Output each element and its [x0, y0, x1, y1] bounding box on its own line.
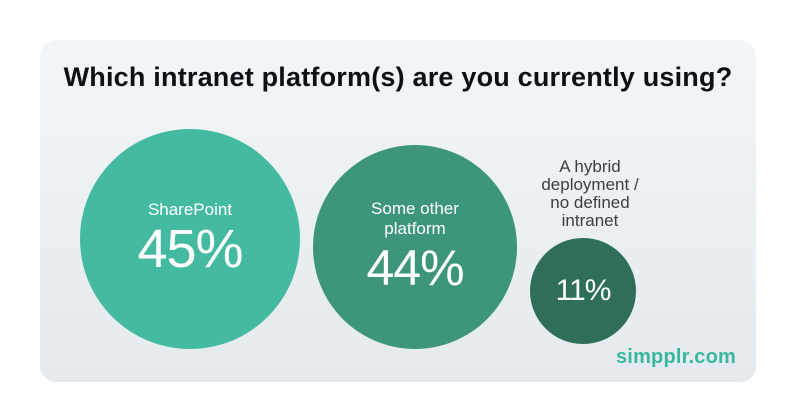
bubble-hybrid: 11% — [530, 238, 636, 344]
bubble-label-line-2: deployment / — [541, 175, 639, 194]
bubble-value: 45% — [137, 219, 243, 279]
bubble-other-platform: Some other platform 44% — [313, 145, 517, 349]
brand-logo-text: simpplr.com — [615, 346, 736, 368]
chart-title: Which intranet platform(s) are you curre… — [63, 62, 733, 92]
bubble-label-line-1: A hybrid — [559, 157, 621, 176]
bubble-hybrid-label: A hybrid deployment / no defined intrane… — [530, 158, 650, 230]
bubble-sharepoint: SharePoint 45% — [80, 129, 300, 349]
bubble-label-line-3: no defined — [550, 193, 630, 212]
bubble-value: 11% — [555, 274, 612, 307]
bubble-label-line-2: platform — [384, 219, 446, 238]
bubble-value: 44% — [366, 240, 464, 296]
bubble-label-line-4: intranet — [561, 211, 619, 230]
bubble-label-line-1: Some other — [371, 199, 459, 218]
bubble-label: SharePoint — [147, 200, 233, 219]
